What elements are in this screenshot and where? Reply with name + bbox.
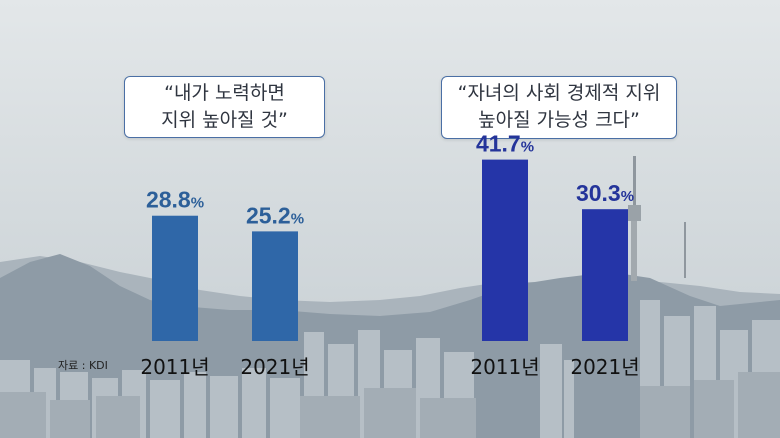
quote-right-line-1: “자녀의 사회 경제적 지위 <box>457 82 661 104</box>
value-label: 25.2% <box>246 202 304 228</box>
quote-left-line-1: “내가 노력하면 <box>164 82 285 104</box>
x-tick-label: 2011년 <box>470 355 539 379</box>
x-tick-label: 2011년 <box>140 355 209 379</box>
value-label: 41.7% <box>476 131 534 157</box>
bar-left-2011년 <box>152 215 198 341</box>
bar-right-2021년 <box>582 209 628 341</box>
quote-box-left: “내가 노력하면 지위 높아질 것” <box>124 76 325 138</box>
x-tick-label: 2021년 <box>570 355 639 379</box>
source-note: 자료 : KDI <box>58 359 108 372</box>
x-tick-label: 2021년 <box>240 355 309 379</box>
quote-box-right: “자녀의 사회 경제적 지위 높아질 가능성 크다” <box>441 76 677 139</box>
value-label: 28.8% <box>146 187 204 213</box>
bar-left-2021년 <box>252 231 298 341</box>
quote-right-line-2: 높아질 가능성 크다” <box>478 109 640 131</box>
value-label: 30.3% <box>576 180 634 206</box>
bar-right-2011년 <box>482 159 528 341</box>
quote-left-line-2: 지위 높아질 것” <box>161 109 288 131</box>
